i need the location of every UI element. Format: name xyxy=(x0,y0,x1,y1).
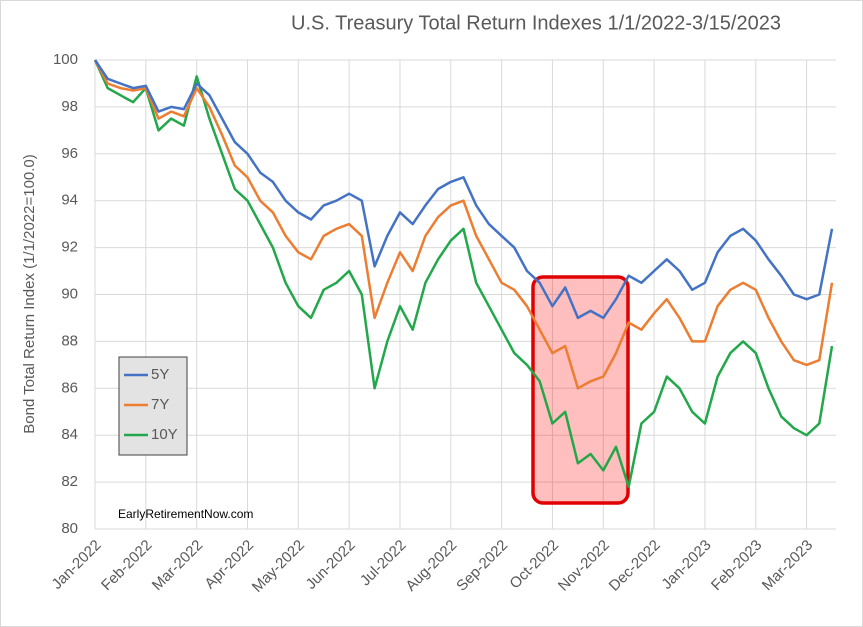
legend-label: 7Y xyxy=(151,396,169,413)
chart-title: U.S. Treasury Total Return Indexes 1/1/2… xyxy=(291,12,781,34)
highlight-box xyxy=(531,275,630,505)
y-tick-label: 94 xyxy=(61,192,78,209)
y-tick-label: 98 xyxy=(61,98,78,115)
legend-label: 5Y xyxy=(151,366,169,383)
legend-entries: 5Y 7Y 10Y xyxy=(124,366,178,443)
source-note: EarlyRetirementNow.com xyxy=(118,507,253,521)
y-tick-label: 84 xyxy=(61,426,78,443)
y-tick-label: 100 xyxy=(53,51,78,68)
plot xyxy=(93,59,834,489)
y-tick-label: 88 xyxy=(61,332,78,349)
series-line xyxy=(93,59,834,489)
y-tick-label: 90 xyxy=(61,285,78,302)
y-tick-label: 96 xyxy=(61,145,78,162)
y-tick-label: 82 xyxy=(61,473,78,490)
legend-label: 10Y xyxy=(151,426,178,443)
y-tick-label: 92 xyxy=(61,239,78,256)
grid xyxy=(94,59,836,530)
series-line xyxy=(93,59,834,320)
y-tick-label: 86 xyxy=(61,379,78,396)
y-tick-label: 80 xyxy=(61,520,78,537)
series-line xyxy=(93,59,834,390)
y-axis-label: Bond Total Return Index (1/1/2022=100.0) xyxy=(21,154,38,434)
